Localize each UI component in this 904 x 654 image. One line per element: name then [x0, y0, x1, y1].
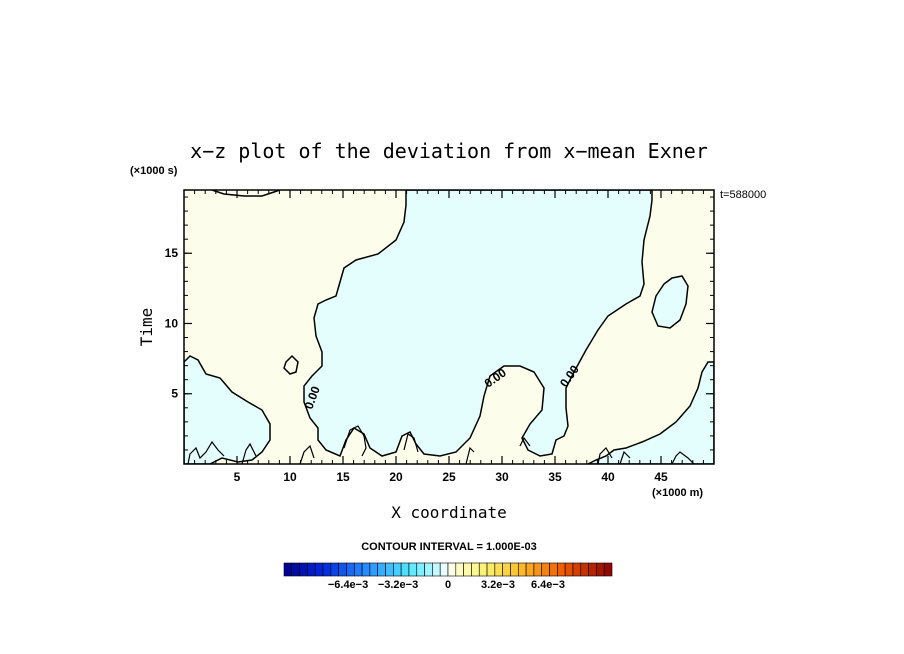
x-tick-label: 25 [442, 470, 456, 484]
colorbar-labels: −6.4e−3 −3.2e−3 0 3.2e−3 6.4e−3 [328, 579, 565, 591]
x-tick-label: 15 [336, 470, 350, 484]
colorbar-bin [361, 562, 371, 577]
contour-field [184, 190, 714, 464]
colorbar-bin [517, 562, 527, 577]
colorbar-bin [432, 562, 441, 577]
colorbar-bin [549, 562, 558, 577]
bottom-noise-contours [187, 425, 695, 464]
colorbar-tick-label: 6.4e−3 [531, 579, 565, 591]
x-axis-title: X coordinate [391, 503, 507, 522]
colorbar-bin [471, 562, 480, 577]
colorbar-bin [510, 562, 519, 577]
y-unit-label: (×1000 s) [130, 165, 178, 177]
colorbar-bin [322, 562, 332, 577]
colorbar-bin [463, 562, 472, 577]
negative-region-center [303, 190, 653, 457]
x-tick-label: 5 [234, 470, 241, 484]
colorbar-bin [393, 562, 402, 577]
negative-region-left [184, 355, 271, 464]
colorbar-bin [603, 562, 613, 577]
colorbar-tick-label: 3.2e−3 [481, 579, 515, 591]
colorbar-tick-label: −3.2e−3 [378, 579, 418, 591]
positive-bubble-left [283, 354, 299, 375]
colorbar-bin [283, 562, 293, 577]
colorbar-bin [330, 562, 339, 577]
colorbar-bin [596, 562, 605, 577]
colorbar-bin [439, 562, 449, 577]
colorbar-bin [291, 562, 300, 577]
colorbar-bin [353, 562, 363, 577]
colorbar-bin [502, 562, 511, 577]
colorbar-bin [408, 562, 418, 577]
colorbar-bin [346, 562, 355, 577]
colorbar-bin [588, 562, 597, 577]
colorbar-bin [478, 562, 488, 577]
colorbar-bin [400, 562, 410, 577]
x-tick-label: 35 [548, 470, 562, 484]
colorbar-tick-label: 0 [445, 579, 451, 591]
colorbar-bin [377, 562, 386, 577]
x-axis-ticks: 5 10 15 20 25 30 35 40 45 [234, 190, 668, 484]
colorbar-bin [564, 562, 574, 577]
y-tick-label: 5 [171, 387, 178, 401]
colorbar-bin [486, 562, 496, 577]
x-unit-label: (×1000 m) [652, 487, 703, 499]
x-tick-label: 40 [601, 470, 615, 484]
y-tick-label: 10 [165, 316, 179, 330]
x-tick-label: 45 [654, 470, 668, 484]
colorbar-bin [455, 562, 464, 577]
colorbar-bin [580, 562, 589, 577]
chart-title: x−z plot of the deviation from x−mean Ex… [190, 139, 708, 163]
minor-ticks [184, 190, 714, 464]
colorbar-bin [299, 562, 308, 577]
colorbar-bin [533, 562, 543, 577]
colorbar-bin [369, 562, 379, 577]
y-axis-title: Time [137, 308, 156, 347]
colorbar-bin [494, 562, 503, 577]
colorbar-bin [447, 562, 457, 577]
x-tick-label: 30 [495, 470, 509, 484]
colorbar-bin [572, 562, 582, 577]
top-left-contour [211, 190, 281, 197]
y-tick-label: 15 [165, 246, 179, 260]
colorbar-bin [416, 562, 425, 577]
y-axis-ticks: 5 10 15 [165, 246, 714, 401]
x-tick-label: 20 [389, 470, 403, 484]
x-tick-label: 10 [283, 470, 297, 484]
time-stamp: t=588000 [720, 189, 766, 201]
colorbar-bin [338, 562, 347, 577]
negative-region-right [587, 361, 714, 464]
closed-contour-right [651, 275, 689, 329]
colorbar [283, 562, 613, 577]
colorbar-tick-label: −6.4e−3 [328, 579, 368, 591]
colorbar-bin [385, 562, 394, 577]
colorbar-bin [541, 562, 550, 577]
colorbar-bin [525, 562, 535, 577]
contour-interval-text: CONTOUR INTERVAL = 1.000E-03 [361, 541, 537, 553]
colorbar-bin [314, 562, 324, 577]
colorbar-bin [307, 562, 316, 577]
colorbar-bin [557, 562, 566, 577]
colorbar-bin [424, 562, 433, 577]
